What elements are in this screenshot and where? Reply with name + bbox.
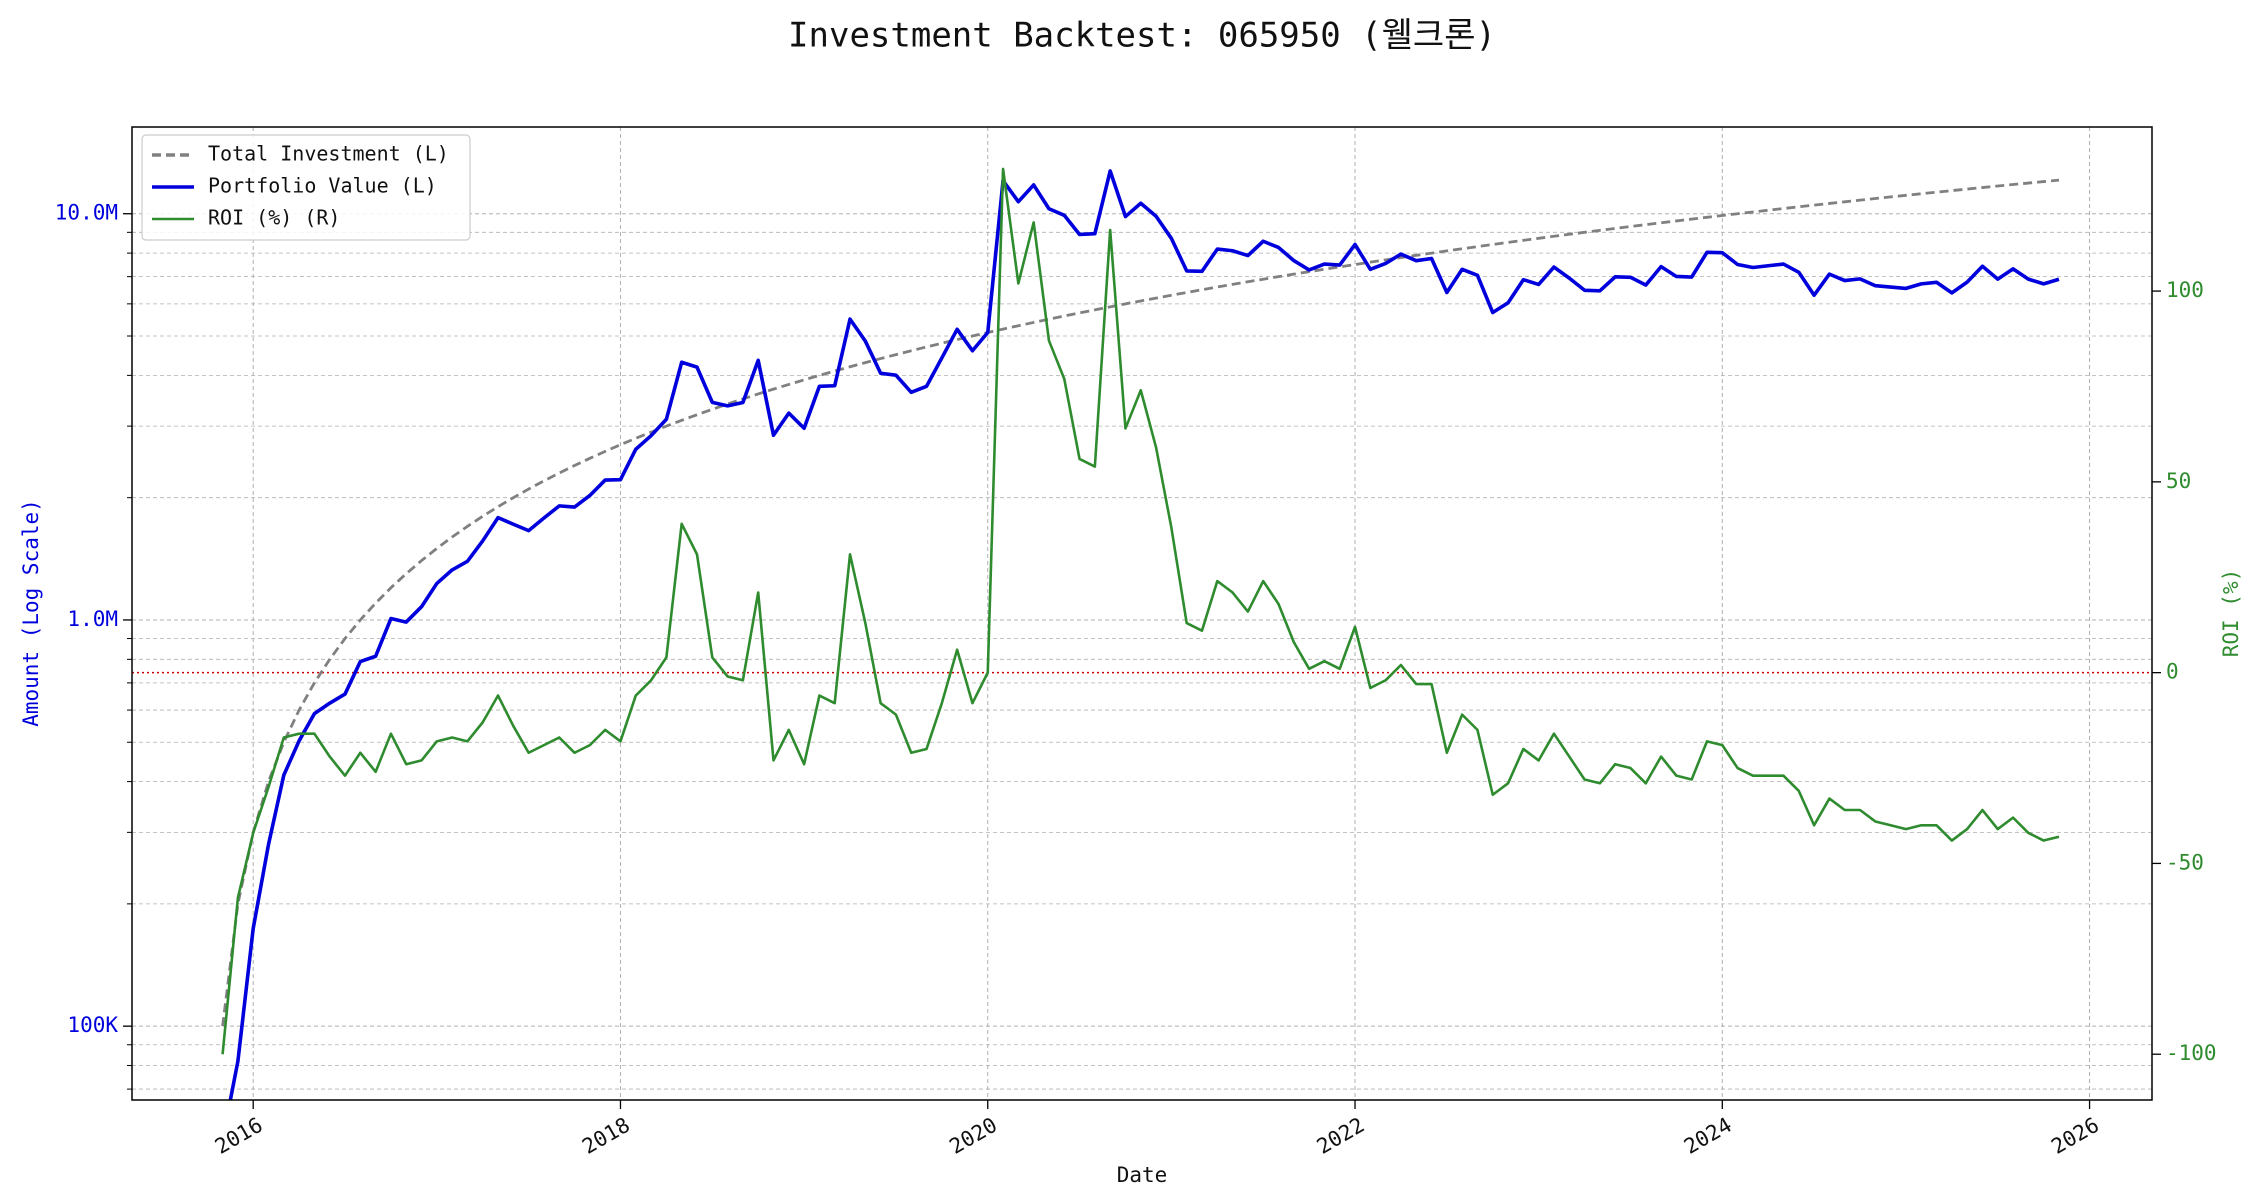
x-tick-label: 2022 bbox=[1313, 1113, 1369, 1159]
x-tick-label: 2024 bbox=[1680, 1113, 1736, 1159]
plot-frame bbox=[131, 126, 2153, 1101]
y-tick-label: 10.0M bbox=[55, 201, 118, 225]
y2-tick-label: 0 bbox=[2166, 660, 2179, 684]
y-axis-label: Amount (Log Scale) bbox=[19, 499, 43, 727]
x-tick-label: 2016 bbox=[211, 1113, 267, 1159]
y2-tick-label: 100 bbox=[2166, 278, 2204, 302]
legend-label: ROI (%) (R) bbox=[208, 206, 340, 230]
y2-tick-label: -50 bbox=[2166, 850, 2204, 874]
legend-label: Portfolio Value (L) bbox=[208, 174, 437, 198]
x-axis-label: Date bbox=[1117, 1163, 1168, 1187]
y2-axis-label: ROI (%) bbox=[2219, 569, 2243, 658]
x-tick-label: 2026 bbox=[2047, 1113, 2103, 1159]
plot-area bbox=[221, 167, 2060, 1100]
y2-tick-label: 50 bbox=[2166, 469, 2191, 493]
series-line bbox=[228, 169, 2060, 1100]
x-tick-label: 2020 bbox=[945, 1113, 1001, 1159]
chart-title: Investment Backtest: 065950 (웰크론) bbox=[788, 16, 1496, 56]
legend-label: Total Investment (L) bbox=[208, 142, 449, 166]
y-tick-label: 1.0M bbox=[67, 607, 118, 631]
legend-box bbox=[141, 134, 471, 241]
x-tick-label: 2018 bbox=[578, 1113, 634, 1159]
series-line bbox=[221, 178, 2060, 1027]
series-line bbox=[221, 167, 2060, 1055]
y2-tick-label: -100 bbox=[2166, 1041, 2217, 1065]
y-tick-label: 100K bbox=[67, 1013, 118, 1037]
